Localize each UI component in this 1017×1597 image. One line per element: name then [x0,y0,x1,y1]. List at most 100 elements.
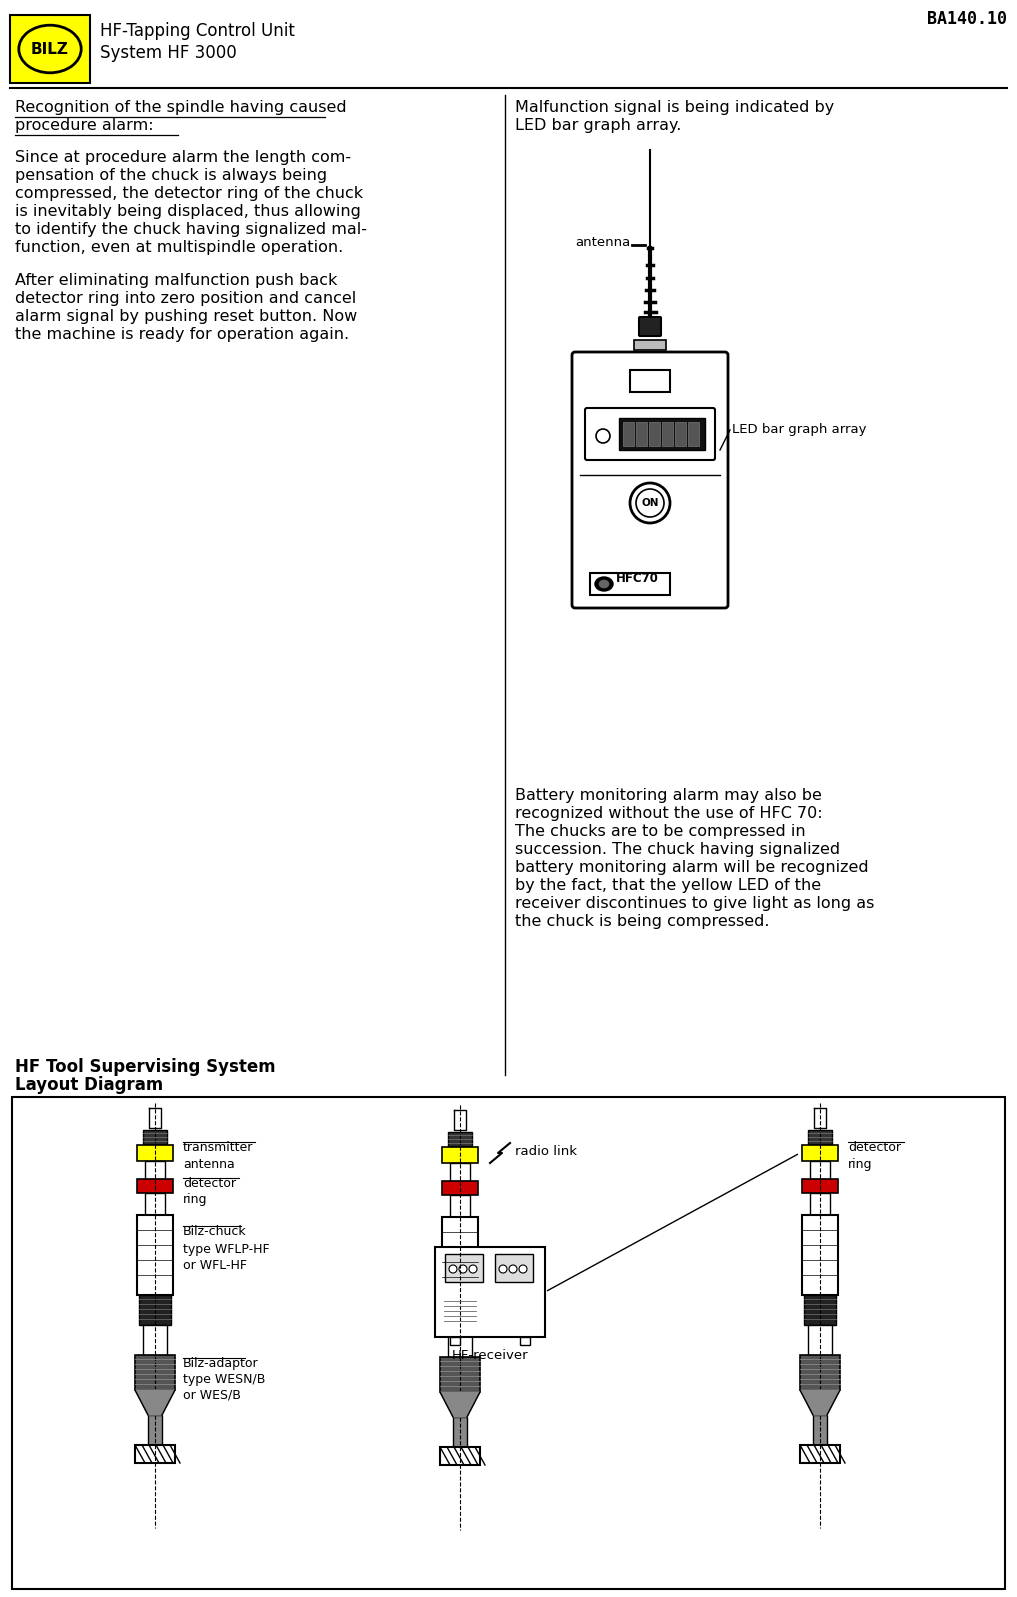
Bar [450,1195,470,1217]
Bar [662,422,673,446]
Bar [137,1179,173,1193]
Circle shape [499,1265,507,1273]
Text: Layout Diagram: Layout Diagram [15,1076,164,1094]
Text: is inevitably being displaced, thus allowing: is inevitably being displaced, thus allo… [15,204,361,219]
Text: by the fact, that the yellow LED of the: by the fact, that the yellow LED of the [515,878,821,893]
Bar [800,1354,840,1389]
Ellipse shape [599,580,609,588]
Text: function, even at multispindle operation.: function, even at multispindle operation… [15,240,344,256]
Circle shape [508,1265,517,1273]
Text: Bilz-chuck: Bilz-chuck [183,1225,247,1238]
Text: compressed, the detector ring of the chuck: compressed, the detector ring of the chu… [15,185,363,201]
Bar [442,1182,478,1195]
Text: After eliminating malfunction push back: After eliminating malfunction push back [15,273,338,287]
Text: detector ring into zero position and cancel: detector ring into zero position and can… [15,291,356,307]
Bar [139,1295,171,1326]
Circle shape [519,1265,527,1273]
Bar [590,573,670,596]
Bar [687,422,699,446]
FancyBboxPatch shape [639,316,661,335]
Text: alarm signal by pushing reset button. Now: alarm signal by pushing reset button. No… [15,308,357,324]
Bar [807,1131,832,1143]
Bar [450,1337,460,1345]
FancyBboxPatch shape [435,1247,545,1337]
Bar [145,1193,165,1215]
Bar [802,1145,838,1161]
Bar [148,1415,162,1445]
Circle shape [630,482,670,522]
Text: receiver discontinues to give light as long as: receiver discontinues to give light as l… [515,896,875,910]
Polygon shape [440,1393,480,1417]
FancyBboxPatch shape [572,351,728,608]
Bar [12,1097,1005,1589]
Bar [804,1295,836,1326]
Text: System HF 3000: System HF 3000 [100,45,237,62]
Bar [675,422,686,446]
Text: HF-Tapping Control Unit: HF-Tapping Control Unit [100,22,295,40]
Circle shape [469,1265,477,1273]
Bar [440,1447,480,1464]
Text: HFC70: HFC70 [616,572,659,586]
Bar [802,1215,838,1295]
Bar [619,418,705,450]
Text: Bilz-adaptor: Bilz-adaptor [183,1357,258,1370]
Circle shape [448,1265,457,1273]
Text: recognized without the use of HFC 70:: recognized without the use of HFC 70: [515,806,823,821]
Text: procedure alarm:: procedure alarm: [15,118,154,133]
Circle shape [459,1265,467,1273]
Bar [448,1132,472,1147]
Text: detector: detector [183,1177,236,1190]
Text: HF-receiver: HF-receiver [452,1349,528,1362]
Text: type WESN/B: type WESN/B [183,1373,265,1386]
Text: pensation of the chuck is always being: pensation of the chuck is always being [15,168,327,184]
Bar [448,1327,472,1357]
Bar [10,14,89,83]
Text: Battery monitoring alarm may also be: Battery monitoring alarm may also be [515,787,822,803]
Text: Since at procedure alarm the length com-: Since at procedure alarm the length com- [15,150,351,164]
Bar [649,422,660,446]
Text: battery monitoring alarm will be recognized: battery monitoring alarm will be recogni… [515,861,869,875]
Text: HF Tool Supervising System: HF Tool Supervising System [15,1057,276,1076]
Bar [630,371,670,391]
Text: LED bar graph array: LED bar graph array [732,423,866,436]
Text: transmitter: transmitter [183,1140,253,1155]
Text: ON: ON [642,498,659,508]
Bar [634,340,666,350]
Bar [143,1131,167,1143]
Bar [450,1163,470,1182]
Bar [135,1445,175,1463]
Text: BILZ: BILZ [32,42,69,56]
Bar [444,1297,476,1327]
Text: BA140.10: BA140.10 [928,10,1007,29]
FancyBboxPatch shape [585,407,715,460]
Text: detector: detector [848,1140,901,1155]
Text: to identify the chuck having signalized mal-: to identify the chuck having signalized … [15,222,367,236]
Text: Malfunction signal is being indicated by: Malfunction signal is being indicated by [515,101,834,115]
Text: antenna: antenna [575,236,630,249]
Bar [800,1445,840,1463]
Bar [623,422,634,446]
Bar [495,1254,533,1282]
Bar [810,1193,830,1215]
Text: or WFL-HF: or WFL-HF [183,1258,247,1271]
Text: ring: ring [183,1193,207,1206]
Bar [145,1161,165,1179]
Text: succession. The chuck having signalized: succession. The chuck having signalized [515,842,840,858]
Bar [802,1179,838,1193]
Text: type WFLP-HF: type WFLP-HF [183,1242,270,1255]
Ellipse shape [18,26,81,73]
Circle shape [636,489,664,517]
Text: The chucks are to be compressed in: The chucks are to be compressed in [515,824,805,838]
Polygon shape [800,1389,840,1415]
Text: or WES/B: or WES/B [183,1389,241,1402]
Bar [137,1215,173,1295]
Circle shape [596,430,610,442]
Bar [636,422,647,446]
Bar [445,1254,483,1282]
Bar [143,1326,167,1354]
Text: antenna: antenna [183,1158,235,1171]
Bar [807,1326,832,1354]
Bar [813,1415,827,1445]
Bar [442,1147,478,1163]
Bar [440,1357,480,1393]
